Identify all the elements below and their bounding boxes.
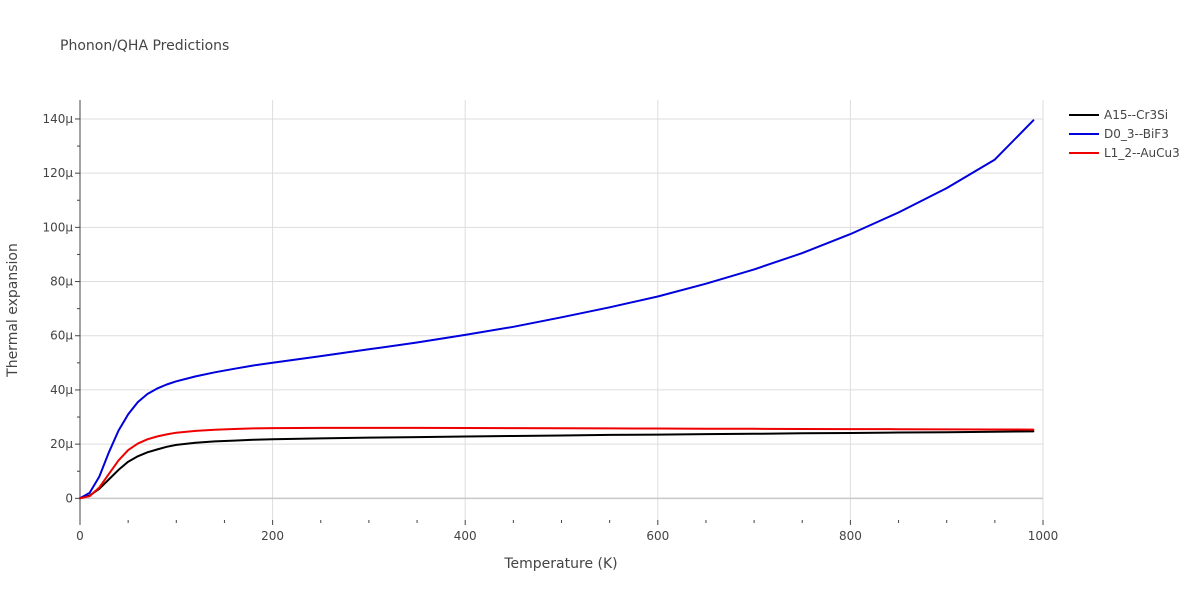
- y-tick-label: 20μ: [50, 437, 73, 451]
- series-line-D0_3--BiF3: [79, 119, 1035, 500]
- x-tick-label: 1000: [1028, 529, 1059, 543]
- legend-item[interactable]: D0_3--BiF3: [1069, 127, 1169, 141]
- legend[interactable]: A15--Cr3Si D0_3--BiF3 L1_2--AuCu3: [1069, 108, 1180, 160]
- y-axis-label: Thermal expansion: [5, 243, 21, 378]
- y-tick-label: 100μ: [42, 220, 73, 234]
- series-line-L1_2--AuCu3: [79, 426, 1035, 500]
- y-tick-label: 120μ: [42, 166, 73, 180]
- y-tick-label: 60μ: [50, 329, 73, 343]
- y-tick-label: 0: [65, 491, 73, 505]
- legend-label: L1_2--AuCu3: [1104, 146, 1180, 160]
- x-axis-label: Temperature (K): [503, 556, 617, 572]
- y-tick-label: 140μ: [42, 112, 73, 126]
- legend-label: A15--Cr3Si: [1104, 108, 1168, 122]
- y-tick-label: 80μ: [50, 275, 73, 289]
- axes: [75, 100, 1044, 525]
- y-axis-ticks: 0 20μ 40μ 60μ 80μ 100μ 120μ 140μ: [42, 112, 73, 505]
- legend-item[interactable]: A15--Cr3Si: [1069, 108, 1168, 122]
- x-axis-ticks: 0 200 400 600 800 1000: [76, 529, 1058, 543]
- grid: [80, 100, 1044, 520]
- legend-label: D0_3--BiF3: [1104, 127, 1169, 141]
- x-tick-label: 600: [646, 529, 669, 543]
- chart-title: Phonon/QHA Predictions: [60, 38, 229, 54]
- x-tick-label: 0: [76, 529, 84, 543]
- x-tick-label: 800: [839, 529, 862, 543]
- plot-series: [79, 119, 1035, 500]
- series-line-A15--Cr3Si: [79, 430, 1035, 500]
- y-tick-label: 40μ: [50, 383, 73, 397]
- x-tick-label: 200: [261, 529, 284, 543]
- legend-item[interactable]: L1_2--AuCu3: [1069, 146, 1180, 160]
- x-tick-label: 400: [454, 529, 477, 543]
